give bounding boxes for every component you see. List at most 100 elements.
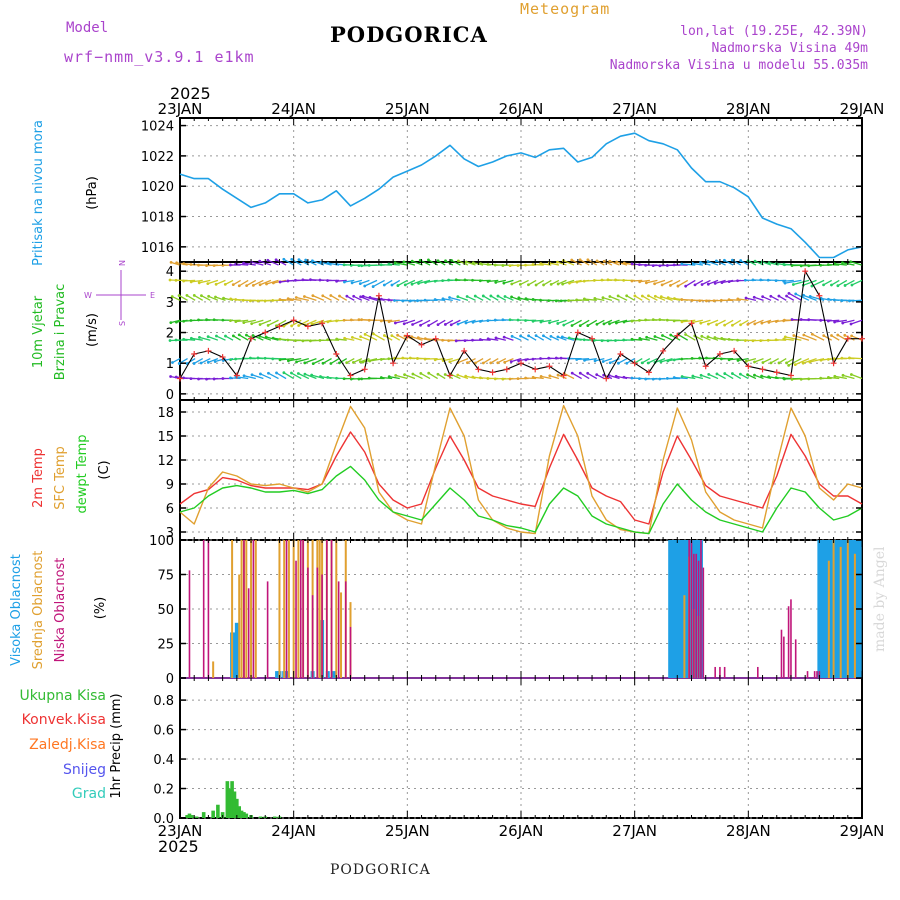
wind-arrow-head <box>645 335 649 339</box>
wind-arrow <box>339 295 348 301</box>
wind-arrow-head <box>387 320 391 324</box>
wind-arrow-head <box>539 357 542 360</box>
wind-speed-marker <box>432 335 439 342</box>
wind-arrow <box>207 336 219 341</box>
wind-arrow <box>251 261 264 266</box>
wind-arrow-head <box>174 278 178 282</box>
y-tick-label: 12 <box>157 454 174 469</box>
page-title: PODGORICA <box>330 22 488 47</box>
wind-arrow-head <box>600 278 604 282</box>
wind-arrow-head <box>278 298 282 301</box>
wind-arrow-head <box>301 339 305 343</box>
wind-arrow-head <box>266 323 270 327</box>
precip-bar <box>227 788 232 818</box>
wind-arrow <box>504 295 514 301</box>
wind-arrow <box>191 279 203 283</box>
wind-arrow <box>186 294 196 301</box>
wind-arrow-head <box>326 375 330 379</box>
wind-arrow <box>631 279 643 282</box>
wind-arrow-head <box>278 337 282 341</box>
wind-arrow-head <box>223 282 227 286</box>
wind-arrow <box>682 375 696 380</box>
cloud-bar <box>790 599 792 678</box>
wind-arrow-head <box>539 262 543 266</box>
wind-arrow <box>674 319 688 322</box>
wind-arrow-head <box>175 320 178 324</box>
wind-arrow-head <box>311 259 314 263</box>
wind-arrow-head <box>358 360 362 364</box>
wind-arrow-head <box>562 323 566 327</box>
wind-arrow-head <box>743 278 747 282</box>
wind-arrow-head <box>602 322 606 326</box>
wind-arrow-head <box>427 371 431 375</box>
wind-arrow-head <box>242 374 246 378</box>
wind-arrow <box>518 297 529 301</box>
wind-arrow <box>616 319 628 324</box>
wind-speed-marker <box>248 335 255 342</box>
wind-arrow-head <box>570 324 574 327</box>
wind-arrow-head <box>189 377 193 380</box>
wind-arrow-head <box>730 372 734 375</box>
wind-arrow <box>716 319 726 326</box>
wind-arrow-head <box>310 373 314 377</box>
wind-arrow <box>199 336 211 341</box>
wind-speed-marker <box>361 366 368 373</box>
wind-arrow-head <box>833 320 837 324</box>
wind-arrow-head <box>296 372 300 375</box>
x-tick-label-top: 25JAN <box>385 100 430 118</box>
wind-arrow-head <box>408 356 412 360</box>
wind-arrow-head <box>237 333 241 337</box>
cloud-bar <box>307 567 309 678</box>
wind-arrow-head <box>769 361 773 365</box>
wind-arrow-head <box>501 377 505 381</box>
cloud-bar <box>295 560 297 678</box>
wind-arrow-head <box>539 320 543 324</box>
wind-arrow-head <box>265 282 268 286</box>
wind-arrow <box>641 358 651 364</box>
wind-arrow <box>579 319 590 327</box>
cloud-bar <box>668 540 673 678</box>
wind-arrow-head <box>351 361 355 364</box>
wind-arrow <box>215 279 226 285</box>
cloud-bar <box>700 540 702 678</box>
wind-arrow-head <box>808 294 812 298</box>
wind-arrow-head <box>832 357 836 361</box>
wind-arrow <box>532 319 544 322</box>
wind-arrow <box>714 336 726 341</box>
wind-arrow-head <box>560 335 564 339</box>
wind-arrow <box>803 294 817 301</box>
wind-arrow <box>411 279 423 285</box>
wind-arrow-head <box>417 282 420 285</box>
cloud-bar <box>818 671 821 678</box>
wind-arrow-head <box>205 377 208 381</box>
cloud-bar <box>318 540 321 678</box>
wind-arrow <box>235 376 249 380</box>
wind-arrow-head <box>524 263 527 267</box>
wind-arrow <box>360 296 370 301</box>
wind-arrow <box>450 319 461 326</box>
wind-arrow-head <box>719 357 723 361</box>
wind-arrow <box>176 262 188 266</box>
wind-arrow <box>437 319 446 326</box>
wind-arrow-head <box>578 371 582 375</box>
wind-arrow <box>626 295 635 301</box>
wind-arrow-head <box>214 282 218 286</box>
x-tick-label-top: 23JAN <box>158 100 203 118</box>
wind-arrow <box>465 375 476 380</box>
precip-bar <box>244 813 249 818</box>
wind-arrow <box>700 374 711 380</box>
wind-arrow <box>747 374 757 380</box>
wind-arrow-head <box>471 278 474 282</box>
wind-arrow-head <box>256 299 260 303</box>
wind-speed-marker <box>375 292 382 299</box>
wind-arrow-head <box>174 338 178 342</box>
wind-arrow-head <box>616 361 620 365</box>
wind-speed-marker <box>574 329 581 336</box>
wind-arrow <box>437 373 446 380</box>
wind-arrow <box>785 336 802 341</box>
wind-arrow-head <box>653 335 657 338</box>
wind-arrow-head <box>207 294 211 298</box>
wind-arrow-head <box>394 373 398 377</box>
wind-arrow <box>279 298 294 301</box>
wind-arrow-head <box>423 357 427 361</box>
